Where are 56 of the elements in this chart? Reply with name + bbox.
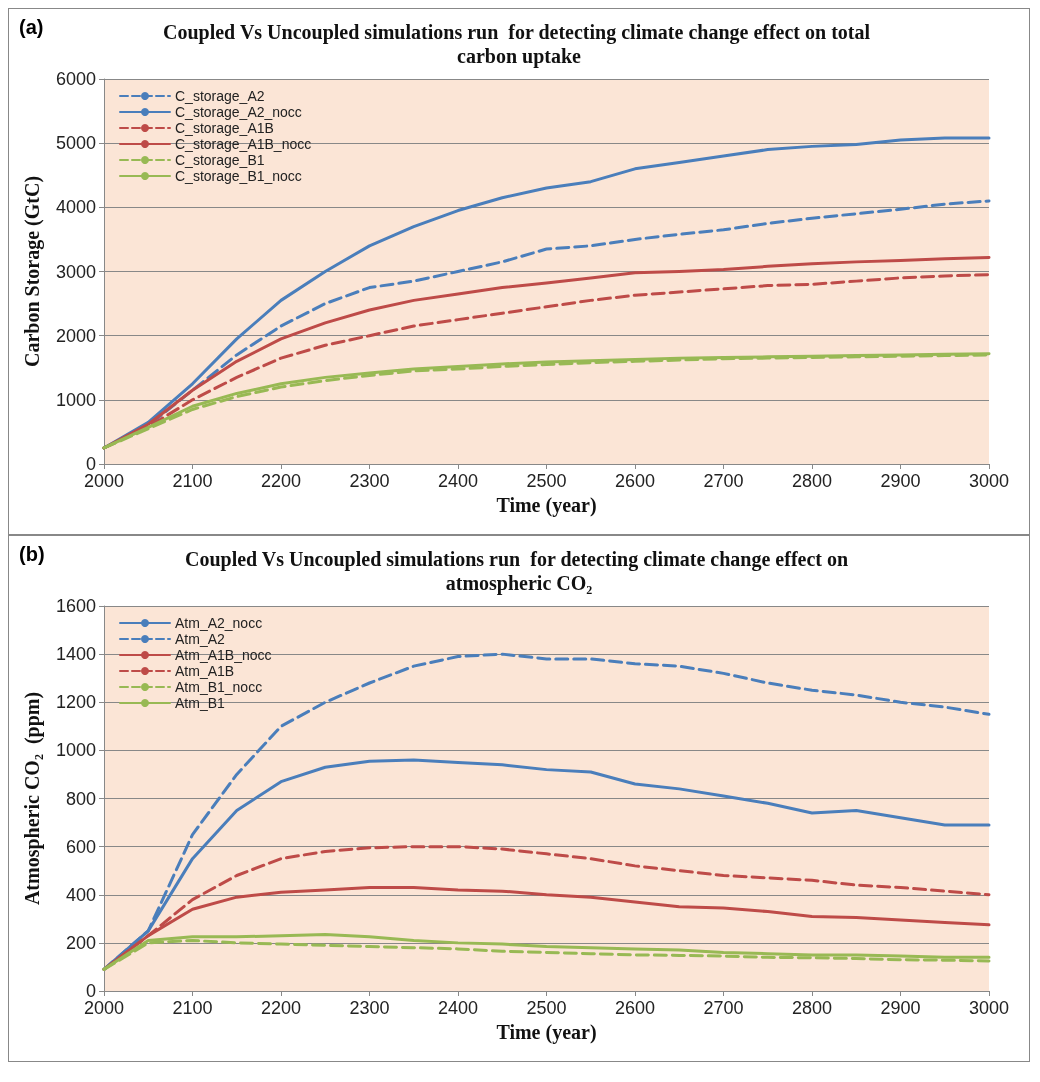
x-tick-label: 2200 xyxy=(260,998,302,1018)
x-tick-label: 2500 xyxy=(526,471,567,491)
y-tick-label: 2000 xyxy=(55,325,96,346)
y-tick-label: 6000 xyxy=(55,69,96,89)
x-tick-label: 2400 xyxy=(437,471,479,491)
y-tick-label: 400 xyxy=(65,884,96,905)
legend-label: Atm_A2_nocc xyxy=(175,615,263,631)
y-tick-label: 1400 xyxy=(55,644,96,665)
x-tick-label: 2500 xyxy=(526,998,567,1018)
text: (a) xyxy=(19,16,44,38)
legend-label: Atm_A1B xyxy=(175,663,235,679)
chart-title: Coupled Vs Uncoupled simulations run for detecting climate change effect on atmospheric CO₂ xyxy=(184,548,854,595)
y-tick-label: 200 xyxy=(65,932,96,953)
y-tick-label: 1200 xyxy=(55,692,96,713)
y-tick-label: 1600 xyxy=(55,596,96,616)
x-tick-label: 3000 xyxy=(968,471,1010,491)
text: (b) xyxy=(19,543,45,565)
y-tick-label: 0 xyxy=(85,454,96,474)
x-tick-label: 2800 xyxy=(791,998,833,1018)
x-tick-label: 2300 xyxy=(349,471,390,491)
y-tick-label: 5000 xyxy=(55,133,96,154)
y-axis-title: Atmospheric CO₂ (ppm) xyxy=(21,691,44,906)
y-tick-label: 4000 xyxy=(55,197,96,218)
legend-label: Atm_B1_nocc xyxy=(175,679,263,695)
x-axis-title: Time (year) xyxy=(496,493,597,517)
x-tick-label: 2300 xyxy=(349,998,390,1018)
y-tick-label: 1000 xyxy=(55,740,96,761)
x-tick-label: 3000 xyxy=(968,998,1010,1018)
legend-label: C_storage_A1B xyxy=(175,120,274,136)
legend-label: C_storage_A2_nocc xyxy=(175,104,302,120)
y-axis-title: Carbon Storage (GtC) xyxy=(21,175,44,368)
x-tick-label: 2900 xyxy=(880,998,921,1018)
x-tick-label: 2200 xyxy=(260,471,302,491)
x-tick-label: 2700 xyxy=(703,998,744,1018)
legend-label: C_storage_A2 xyxy=(175,88,265,104)
legend-label: C_storage_B1 xyxy=(175,152,265,168)
y-tick-label: 3000 xyxy=(55,261,96,282)
legend-label: C_storage_B1_nocc xyxy=(175,168,302,184)
x-tick-label: 2400 xyxy=(437,998,479,1018)
x-axis-title: Time (year) xyxy=(496,1020,597,1044)
x-tick-label: 2800 xyxy=(791,471,833,491)
x-tick-label: 2600 xyxy=(614,998,656,1018)
x-tick-label: 2100 xyxy=(172,998,213,1018)
legend-label: Atm_A2 xyxy=(175,631,226,647)
y-tick-label: 0 xyxy=(85,981,96,1001)
chart-title: Coupled Vs Uncoupled simulations run for detecting climate change effect on total carbon uptake xyxy=(162,21,876,68)
x-tick-label: 2600 xyxy=(614,471,656,491)
legend-label: Atm_B1 xyxy=(175,695,226,711)
y-tick-label: 1000 xyxy=(55,389,96,410)
x-tick-label: 2700 xyxy=(703,471,744,491)
y-tick-label: 800 xyxy=(65,788,96,809)
x-tick-label: 2100 xyxy=(172,471,213,491)
y-tick-label: 600 xyxy=(65,836,96,857)
legend-label: C_storage_A1B_nocc xyxy=(175,136,312,152)
x-tick-label: 2900 xyxy=(880,471,921,491)
legend-label: Atm_A1B_nocc xyxy=(175,647,272,663)
